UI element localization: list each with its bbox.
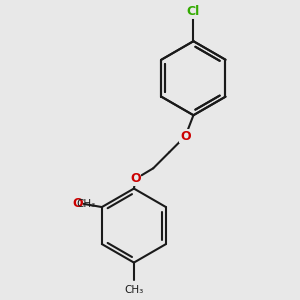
Text: CH₃: CH₃: [124, 285, 143, 295]
Text: Cl: Cl: [187, 5, 200, 18]
Text: O: O: [130, 172, 141, 185]
Text: O: O: [72, 197, 83, 210]
Text: CH₃: CH₃: [76, 199, 95, 209]
Text: O: O: [180, 130, 191, 142]
